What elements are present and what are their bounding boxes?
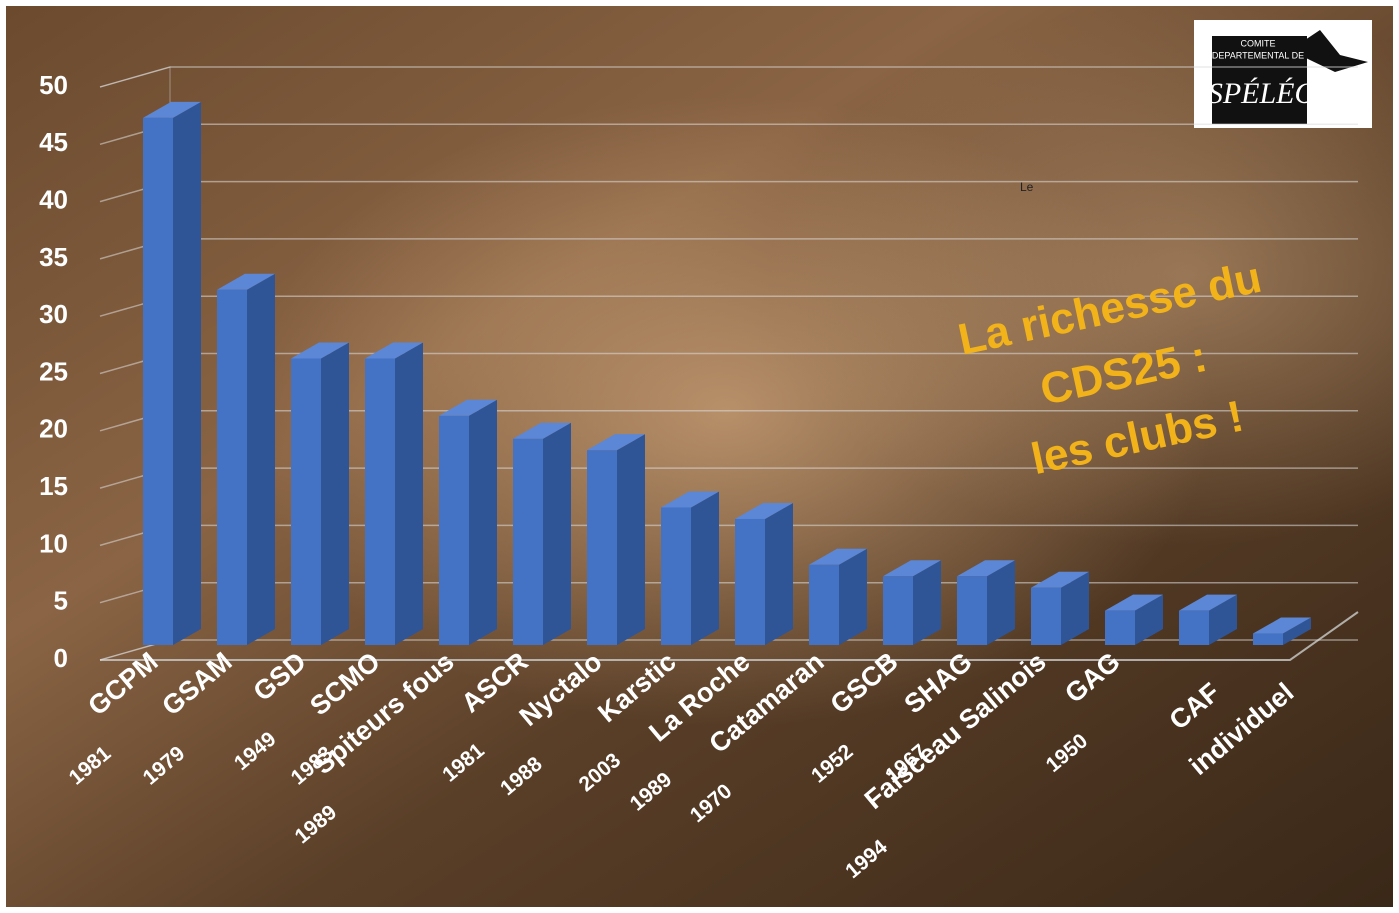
bar-side bbox=[913, 560, 941, 645]
bar bbox=[513, 438, 543, 645]
y-tick-label: 35 bbox=[39, 242, 68, 272]
bar-top bbox=[1105, 594, 1163, 611]
logo-text: DEPARTEMENTAL DE bbox=[1212, 50, 1304, 60]
bar bbox=[217, 289, 247, 645]
bar-side bbox=[1135, 594, 1163, 645]
bar-top bbox=[439, 399, 497, 416]
bar-side bbox=[1061, 571, 1089, 645]
bar-top bbox=[735, 502, 793, 519]
bar-top bbox=[957, 560, 1015, 577]
y-tick-label: 50 bbox=[39, 70, 68, 100]
bar bbox=[143, 117, 173, 646]
bar-side bbox=[1209, 594, 1237, 645]
bar-side bbox=[321, 342, 349, 645]
bar-top bbox=[217, 273, 275, 290]
bar-side bbox=[691, 491, 719, 645]
bar-side bbox=[1283, 617, 1311, 645]
y-tick-label: 45 bbox=[39, 127, 68, 157]
y-tick-label: 25 bbox=[39, 356, 68, 386]
bar bbox=[1253, 633, 1283, 645]
bar-side bbox=[173, 101, 201, 646]
bar bbox=[291, 358, 321, 645]
bar-side bbox=[543, 422, 571, 645]
bar bbox=[883, 576, 913, 645]
bar-top bbox=[661, 491, 719, 508]
bar-side bbox=[987, 560, 1015, 645]
bar bbox=[365, 358, 395, 645]
bar-side bbox=[247, 273, 275, 645]
y-tick-label: 5 bbox=[54, 586, 68, 616]
logo-text: COMITE bbox=[1241, 38, 1276, 48]
logo-bat bbox=[1290, 30, 1368, 72]
bar-top bbox=[1031, 571, 1089, 588]
y-tick-label: 30 bbox=[39, 299, 68, 329]
grid-line bbox=[99, 66, 1358, 88]
logo: COMITE DEPARTEMENTAL DE SPÉLÉO bbox=[1194, 20, 1372, 128]
bar-top bbox=[143, 101, 201, 118]
bar-side bbox=[839, 548, 867, 645]
y-tick-label: 20 bbox=[39, 414, 68, 444]
y-tick-label: 40 bbox=[39, 184, 68, 214]
note: Le bbox=[1020, 180, 1034, 194]
bar bbox=[1179, 610, 1209, 645]
y-tick-label: 10 bbox=[39, 528, 68, 558]
bar-top bbox=[809, 548, 867, 565]
bar bbox=[587, 450, 617, 645]
logo-text: SPÉLÉO bbox=[1208, 77, 1316, 110]
logo-block bbox=[1212, 36, 1307, 124]
bar bbox=[661, 507, 691, 645]
background-light bbox=[6, 6, 1393, 907]
bar bbox=[957, 576, 987, 645]
bar-top bbox=[291, 342, 349, 359]
y-tick-label: 15 bbox=[39, 471, 68, 501]
bar-top bbox=[587, 434, 645, 451]
bar-side bbox=[765, 502, 793, 645]
bar bbox=[735, 518, 765, 645]
bar-side bbox=[617, 434, 645, 645]
bar-top bbox=[365, 342, 423, 359]
bar-top bbox=[513, 422, 571, 439]
bar bbox=[439, 415, 469, 645]
y-tick-label: 0 bbox=[54, 643, 68, 673]
bar-side bbox=[395, 342, 423, 645]
bar-top bbox=[883, 560, 941, 577]
bar bbox=[809, 564, 839, 645]
bar bbox=[1031, 587, 1061, 645]
bar-side bbox=[469, 399, 497, 645]
bar bbox=[1105, 610, 1135, 645]
bar-top bbox=[1179, 594, 1237, 611]
bar-top bbox=[1253, 617, 1311, 634]
floor bbox=[100, 611, 1359, 661]
